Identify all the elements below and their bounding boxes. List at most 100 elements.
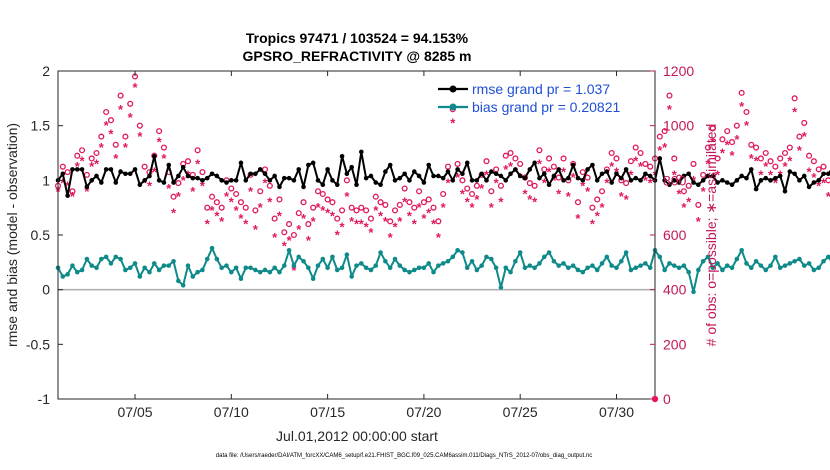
obs-assimilated-point: * xyxy=(282,238,288,253)
obs-possible-point xyxy=(237,199,245,206)
obs-possible-point xyxy=(184,158,192,165)
rmse-point xyxy=(450,178,456,183)
bias-point xyxy=(180,282,186,288)
obs-possible-point xyxy=(627,158,634,165)
obs-possible-point xyxy=(579,169,586,176)
rmse-point xyxy=(826,171,830,177)
obs-assimilated-point: * xyxy=(470,200,476,215)
rmse-point xyxy=(334,182,340,188)
bias-point xyxy=(416,265,422,271)
rmse-point xyxy=(782,188,788,194)
rmse-point xyxy=(363,175,369,181)
obs-possible-point xyxy=(300,199,307,206)
bias-point xyxy=(618,258,624,264)
obs-possible-point xyxy=(314,188,322,195)
bias-point xyxy=(667,261,672,266)
rmse-point xyxy=(113,180,119,185)
rmse-point xyxy=(397,175,403,181)
obs-assimilated-point: * xyxy=(277,208,283,223)
x-tick-label: 07/20 xyxy=(406,404,441,420)
obs-assimilated-point: * xyxy=(773,176,779,191)
bias-point xyxy=(720,267,725,273)
rmse-point xyxy=(773,175,778,181)
bias-point xyxy=(657,254,663,260)
bias-point xyxy=(570,263,576,268)
bias-point xyxy=(821,258,826,264)
obs-assimilated-point: * xyxy=(137,129,143,144)
obs-possible-point xyxy=(228,185,235,192)
y-axis-label-right: # of obs: o=possible; ∗=assimilated xyxy=(703,124,719,347)
obs-possible-point xyxy=(517,160,524,167)
rmse-point xyxy=(142,178,147,183)
rmse-point xyxy=(566,175,571,181)
right-axis-origin-marker xyxy=(651,395,659,403)
bias-point xyxy=(267,269,273,275)
bias-point xyxy=(532,265,537,271)
rmse-point xyxy=(556,167,562,172)
rmse-point xyxy=(643,171,648,177)
obs-assimilated-point: * xyxy=(763,159,769,174)
obs-possible-point xyxy=(680,188,687,195)
bias-point xyxy=(710,265,716,271)
obs-assimilated-point: * xyxy=(176,189,182,204)
obs-assimilated-point: * xyxy=(662,140,668,155)
bias-point xyxy=(325,265,330,271)
obs-assimilated-point: * xyxy=(498,195,504,210)
rmse-point xyxy=(277,184,282,190)
rmse-point xyxy=(792,171,797,177)
rmse-point xyxy=(349,164,354,170)
bias-point xyxy=(310,276,316,282)
obs-possible-point xyxy=(396,201,403,208)
bias-point xyxy=(281,263,287,268)
obs-possible-point xyxy=(464,185,471,192)
obs-assimilated-point: * xyxy=(508,159,514,174)
obs-possible-point xyxy=(690,160,697,167)
rmse-point xyxy=(315,178,321,183)
bias-point xyxy=(609,263,614,268)
obs-assimilated-point: * xyxy=(465,195,471,210)
obs-possible-point xyxy=(632,144,639,151)
rmse-point xyxy=(700,178,706,183)
rmse-point xyxy=(647,173,653,179)
y-axis-label-left: rmse and bias (model - observation) xyxy=(4,123,20,347)
rmse-point xyxy=(662,178,667,183)
y-tick-label: 1 xyxy=(42,172,50,188)
obs-possible-point xyxy=(329,199,336,206)
obs-assimilated-point: * xyxy=(378,208,384,223)
bias-point xyxy=(436,263,441,268)
obs-possible-point xyxy=(594,196,601,203)
obs-assimilated-point: * xyxy=(412,217,418,232)
rmse-point xyxy=(777,173,783,179)
obs-possible-point xyxy=(724,128,731,135)
obs-possible-point xyxy=(748,141,755,148)
bias-point xyxy=(219,265,224,271)
bias-point xyxy=(74,269,80,275)
obs-possible-point xyxy=(608,149,615,157)
bias-point xyxy=(200,267,205,273)
obs-possible-point xyxy=(757,155,764,162)
rmse-point xyxy=(94,173,99,179)
x-tick-label: 07/30 xyxy=(599,404,634,420)
rmse-point xyxy=(392,178,398,183)
obs-possible-point xyxy=(343,177,350,184)
obs-assimilated-point: * xyxy=(364,219,370,234)
obs-possible-point xyxy=(156,128,163,135)
obs-possible-point xyxy=(107,117,115,124)
rmse-point xyxy=(426,162,432,168)
rmse-point xyxy=(378,182,383,188)
bias-point xyxy=(484,254,489,260)
obs-assimilated-point: * xyxy=(219,214,225,229)
x-tick-label: 07/05 xyxy=(118,404,153,420)
bias-point xyxy=(585,265,590,271)
rmse-point xyxy=(118,169,123,174)
bias-point xyxy=(161,263,167,268)
obs-assimilated-point: * xyxy=(344,189,350,204)
obs-possible-point xyxy=(353,207,360,214)
bias-point xyxy=(580,269,586,275)
obs-possible-point xyxy=(377,199,384,206)
obs-possible-point xyxy=(339,207,346,214)
rmse-point xyxy=(633,175,639,181)
obs-possible-point xyxy=(536,147,543,154)
obs-possible-point xyxy=(584,174,591,181)
bias-point xyxy=(257,269,263,275)
